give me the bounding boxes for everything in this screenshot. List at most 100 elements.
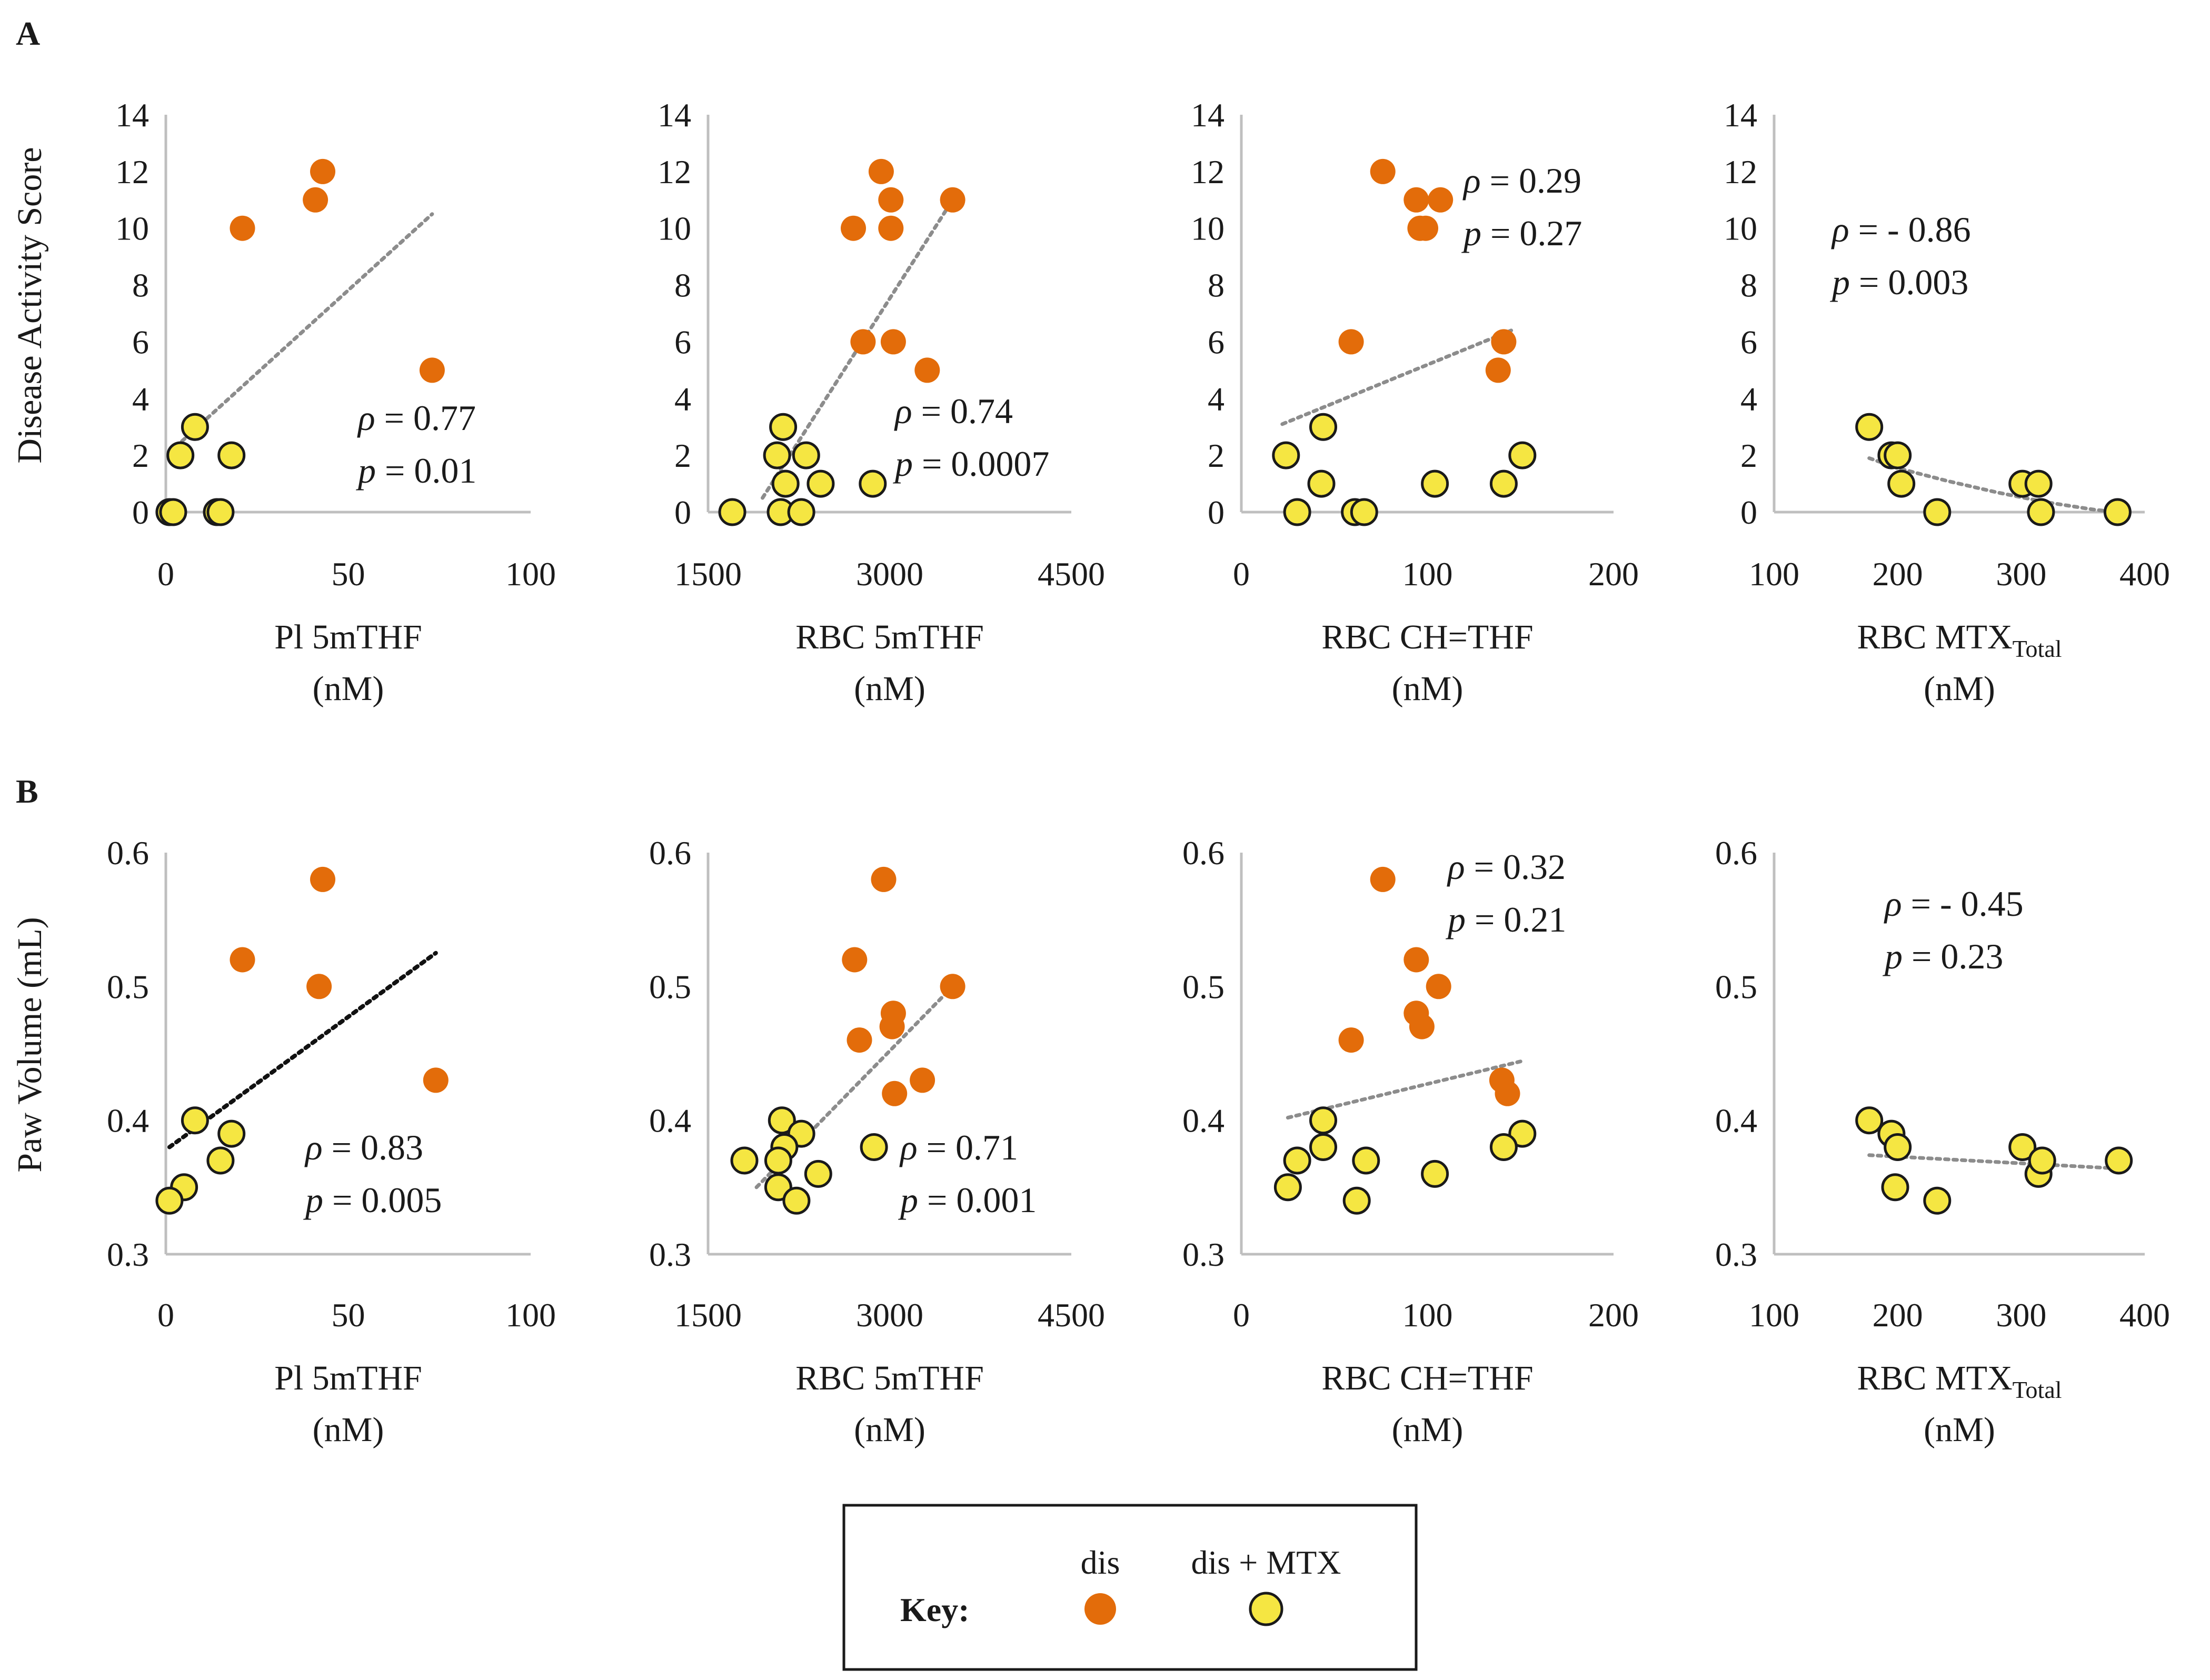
stat-p-value: = 0.001	[918, 1180, 1037, 1220]
data-point-dis	[1370, 158, 1396, 184]
x-tick-label: 300	[1996, 1296, 2046, 1334]
data-point-dis	[1495, 1081, 1520, 1106]
stat-rho-value: = 0.74	[912, 391, 1013, 431]
stat-rho-value: = 0.29	[1481, 161, 1581, 201]
data-point-dis	[1413, 215, 1438, 241]
y-tick-label: 0	[1208, 494, 1225, 531]
trend-line	[1286, 1059, 1522, 1120]
stat-p-value: = 0.21	[1466, 899, 1566, 939]
x-axis-unit: (nM)	[313, 1411, 384, 1449]
y-tick-label: 2	[132, 437, 149, 474]
y-tick-label: 12	[115, 153, 149, 191]
data-point-dis-mtx	[804, 1159, 832, 1188]
y-tick-label: 2	[1208, 437, 1225, 474]
y-tick-label: 2	[1740, 437, 1757, 474]
x-axis-title-main: Pl 5mTHF	[274, 618, 422, 656]
trend-line	[167, 212, 434, 455]
data-point-dis-mtx	[2028, 1146, 2056, 1175]
stat-rho-value: = - 0.45	[1902, 884, 2024, 924]
data-point-dis	[878, 215, 904, 241]
x-axis-title-main: RBC 5mTHF	[795, 1359, 984, 1397]
data-point-dis-mtx	[1309, 1133, 1337, 1161]
data-point-dis-mtx	[1923, 498, 1952, 526]
y-tick-label: 6	[132, 323, 149, 361]
plot-B3-rbcchthf-paw: 0.3 0.4 0.5 0.6 0 100 200 RBC CH=THF (nM) ρ = 0.3…	[1182, 834, 1639, 1449]
y-tick-label: 0	[674, 494, 691, 531]
y-tick-label: 4	[132, 380, 149, 417]
data-point-dis-mtx	[217, 441, 246, 469]
data-point-dis-mtx	[181, 413, 209, 441]
stat-p-symbol: p	[898, 1180, 918, 1220]
stat-p: p = 0.001	[898, 1180, 1037, 1220]
x-axis-title: Pl 5mTHF	[274, 618, 422, 656]
x-axis-title-main: RBC MTX	[1857, 618, 2012, 656]
y-tick-label: 4	[1740, 380, 1757, 417]
data-point-dis-mtx	[1508, 441, 1537, 469]
y-tick-label: 0.4	[1182, 1102, 1225, 1139]
y-axis-title-A: Disease Activity Score	[11, 147, 49, 463]
data-point-dis-mtx	[787, 498, 815, 526]
data-point-dis-mtx	[1884, 1133, 1912, 1161]
data-point-dis	[871, 866, 897, 892]
legend-title: Key:	[900, 1591, 970, 1628]
x-tick-label: 4500	[1038, 555, 1105, 593]
y-tick-label: 0.3	[1182, 1236, 1225, 1273]
plot-B4-rbcmtx-paw: 0.3 0.4 0.5 0.6 100 200 300 400 RBC MTXTotal (nM)…	[1715, 834, 2170, 1449]
legend-label-dis: dis	[1081, 1544, 1120, 1581]
y-tick-label: 14	[658, 96, 691, 134]
y-tick-label: 14	[1724, 96, 1757, 134]
x-axis-title: Pl 5mTHF	[274, 1359, 422, 1397]
x-tick-label: 100	[1749, 555, 1799, 593]
y-tick-label: 8	[132, 267, 149, 304]
data-point-dis	[1338, 329, 1364, 355]
x-axis-title: RBC MTXTotal	[1857, 1359, 2062, 1403]
x-axis-unit: (nM)	[1392, 669, 1464, 708]
stat-rho-value: = 0.77	[375, 398, 476, 438]
data-point-dis-mtx	[1489, 469, 1518, 498]
data-point-dis-mtx	[771, 469, 800, 498]
x-tick-label: 300	[1996, 555, 2046, 593]
data-point-dis-mtx	[1881, 1173, 1909, 1202]
data-point-dis	[423, 1067, 449, 1093]
stat-p: p = 0.21	[1446, 899, 1566, 939]
data-point-dis	[1403, 187, 1429, 213]
data-point-dis-mtx	[1283, 1146, 1311, 1175]
data-point-dis-mtx	[1855, 413, 1884, 441]
x-axis-title-main: RBC CH=THF	[1321, 1359, 1533, 1397]
data-point-dis-mtx	[155, 1186, 184, 1215]
stat-rho: ρ = 0.71	[899, 1127, 1018, 1167]
y-tick-label: 8	[1208, 267, 1225, 304]
y-tick-label: 0.6	[649, 834, 691, 872]
trend-line	[1867, 1153, 2121, 1171]
data-point-dis	[940, 187, 965, 213]
y-tick-label: 0.4	[649, 1102, 691, 1139]
data-point-dis-mtx	[1283, 498, 1311, 526]
x-axis-title: RBC 5mTHF	[795, 618, 984, 656]
stat-rho: ρ = 0.29	[1462, 161, 1581, 201]
data-point-dis	[230, 947, 255, 973]
y-tick-label: 2	[674, 437, 691, 474]
x-tick-label: 0	[157, 555, 174, 593]
data-point-dis	[419, 357, 445, 383]
data-point-dis	[914, 357, 940, 383]
data-point-dis	[842, 947, 868, 973]
data-point-dis-mtx	[2008, 1133, 2037, 1161]
data-point-dis	[1428, 187, 1454, 213]
data-point-dis-mtx	[764, 1146, 792, 1175]
x-tick-label: 1500	[674, 555, 742, 593]
y-tick-label: 10	[115, 210, 149, 247]
data-point-dis-mtx	[217, 1119, 246, 1148]
x-axis-unit: (nM)	[1392, 1411, 1464, 1449]
legend-marker-dis-mtx	[1249, 1592, 1283, 1626]
y-tick-label: 0.4	[1715, 1102, 1757, 1139]
y-tick-label: 0.3	[649, 1236, 691, 1273]
x-axis-title-main: RBC MTX	[1857, 1359, 2012, 1397]
data-point-dis-mtx	[1884, 441, 1912, 469]
stat-rho-symbol: ρ	[357, 398, 375, 438]
data-point-dis-mtx	[768, 1106, 796, 1135]
x-tick-label: 100	[505, 555, 556, 593]
data-point-dis-mtx	[730, 1146, 759, 1175]
stat-p-value: = 0.003	[1850, 262, 1968, 302]
data-point-dis	[310, 158, 335, 184]
